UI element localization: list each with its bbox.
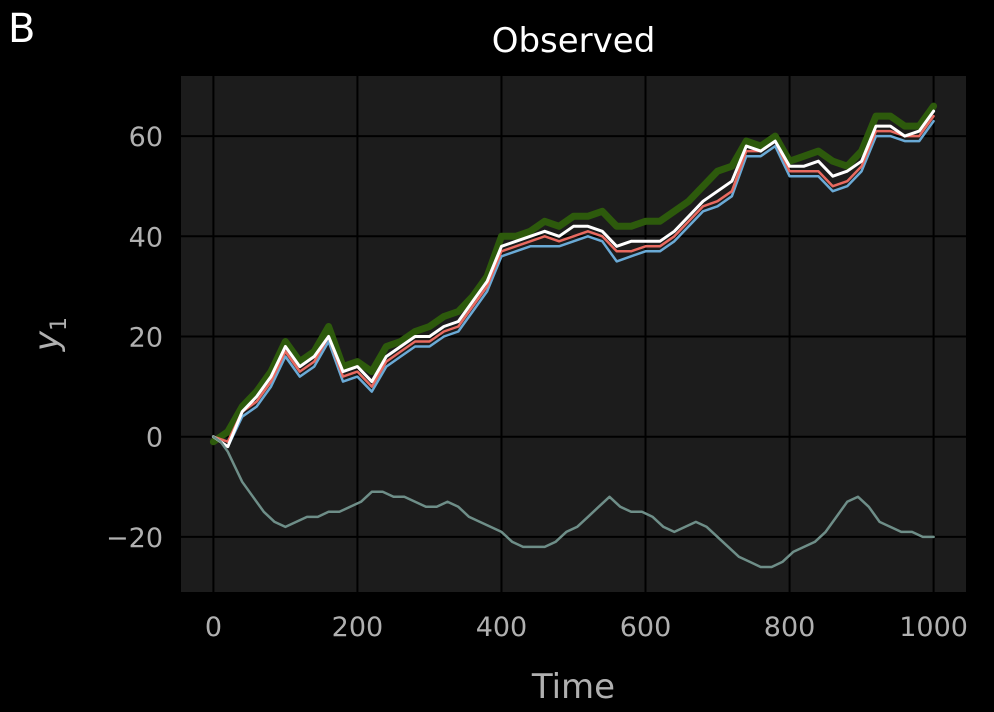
svg-text:y1: y1 [27, 317, 72, 352]
chart-title: Observed [492, 21, 656, 61]
x-tick-label: 200 [332, 612, 384, 643]
y-tick-label: 40 [129, 222, 163, 253]
series-layer [209, 102, 938, 569]
series-line-5 [212, 435, 935, 569]
x-tick-label: 600 [620, 612, 672, 643]
y-tick-label: 0 [146, 423, 163, 454]
y-tick-label: 20 [129, 323, 163, 354]
y-axis-label-main: y [27, 330, 67, 352]
y-tick-label: −20 [106, 523, 163, 554]
series-line-1 [209, 102, 938, 446]
x-tick-label: 800 [764, 612, 816, 643]
series-line-4 [211, 109, 936, 449]
x-tick-label: 0 [205, 612, 222, 643]
y-axis-label-subscript: 1 [47, 317, 72, 331]
y-axis-label: y1 [27, 317, 72, 352]
series-line-2 [212, 119, 935, 448]
x-axis-label: Time [531, 667, 615, 707]
tick-labels: 0 200 400 600 800 1000 −20 0 20 40 60 [106, 122, 968, 643]
plot-area [181, 76, 966, 592]
x-tick-label: 1000 [899, 612, 968, 643]
x-tick-label: 400 [476, 612, 528, 643]
panel-letter: B [8, 6, 36, 52]
y-tick-label: 60 [129, 122, 163, 153]
